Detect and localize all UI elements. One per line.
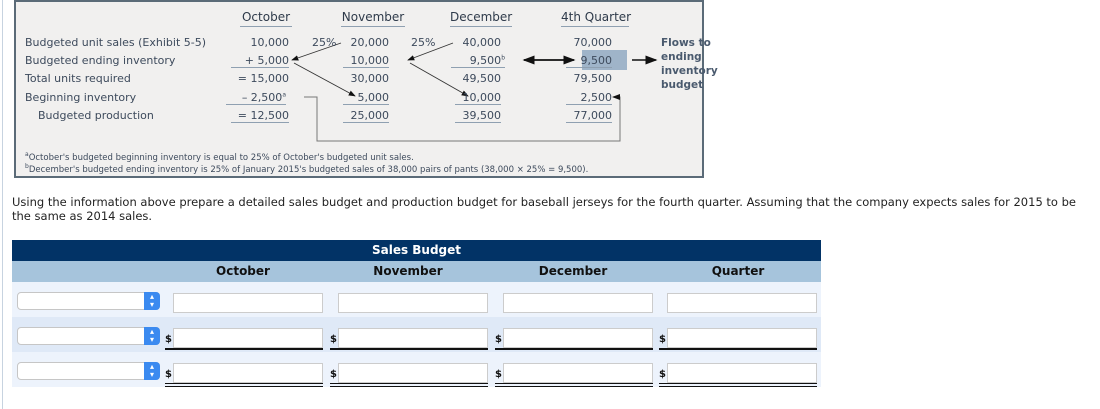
dec-production: 39,500	[455, 109, 501, 123]
sales-budget-title: Sales Budget	[12, 240, 821, 261]
select-updown-icon[interactable]: ▴ ▾	[144, 292, 160, 310]
row-label-select[interactable]: ▴ ▾	[17, 292, 160, 310]
november-input[interactable]	[338, 328, 488, 348]
quarter-input[interactable]	[667, 328, 817, 348]
november-input[interactable]	[338, 363, 488, 383]
dec-total: 49,500	[462, 72, 502, 85]
exhibit-arrows	[291, 42, 658, 142]
row-label-select[interactable]: ▴ ▾	[17, 362, 160, 380]
select-updown-icon[interactable]: ▴ ▾	[144, 327, 160, 345]
flows-line-1: Flows to	[661, 37, 711, 49]
double-underline	[165, 383, 323, 387]
page-left-border	[2, 0, 3, 409]
flows-line-3: inventory	[661, 65, 718, 77]
exhibit-label-production: Budgeted production	[38, 109, 154, 122]
november-input[interactable]	[338, 293, 488, 313]
qtr-production: 77,000	[566, 109, 612, 123]
table-row: ▴ ▾ $ $ $ $	[12, 317, 821, 352]
col-header-december: December	[538, 264, 608, 278]
exhibit-top-border	[14, 0, 704, 2]
sales-budget-column-headers: October November December Quarter	[12, 261, 821, 282]
quarter-input[interactable]	[667, 293, 817, 313]
row-label-select[interactable]: ▴ ▾	[17, 327, 160, 345]
double-underline	[659, 383, 817, 387]
flows-line-2: ending	[661, 51, 702, 63]
footnote-b: bDecember's budgeted ending inventory is…	[25, 163, 588, 175]
exhibit-label-ending: Budgeted ending inventory	[25, 54, 176, 67]
exhibit-col-quarter: 4th Quarter	[561, 10, 631, 27]
october-input[interactable]	[173, 328, 323, 348]
currency-symbol: $	[330, 334, 337, 345]
col-header-quarter: Quarter	[711, 264, 765, 278]
oct-total: = 15,000	[237, 72, 289, 85]
exhibit-label-beginning: Beginning inventory	[25, 91, 137, 104]
footnote-a-text: October's budgeted beginning inventory i…	[28, 152, 414, 163]
exhibit-col-november: November	[341, 10, 405, 27]
october-input[interactable]	[173, 363, 323, 383]
qtr-ending: 9,500	[566, 54, 612, 68]
question-instructions: Using the information above prepare a de…	[12, 195, 1076, 223]
dec-ending: 9,500b	[451, 54, 505, 68]
footnote-a: aOctober's budgeted beginning inventory …	[25, 151, 414, 163]
qtr-beginning: 2,500	[566, 91, 612, 105]
dec-beginning: 10,000	[455, 91, 501, 105]
select-updown-icon[interactable]: ▴ ▾	[144, 362, 160, 380]
production-budget-exhibit: October November December 4th Quarter Bu…	[14, 0, 718, 178]
oct-beginning-value: – 2,500	[241, 91, 283, 104]
quarter-input[interactable]	[667, 363, 817, 383]
exhibit-label-total: Total units required	[25, 72, 131, 85]
currency-symbol: $	[495, 369, 502, 380]
col-header-november: November	[373, 264, 443, 278]
exhibit-col-october: October	[240, 10, 292, 27]
oct-ending: + 5,000	[231, 54, 289, 68]
currency-symbol: $	[495, 334, 502, 345]
oct-beginning: – 2,500a	[226, 91, 286, 105]
quarter-ending-inventory-highlight	[582, 50, 627, 70]
nov-ending: 10,000	[343, 54, 389, 68]
currency-symbol: $	[659, 369, 666, 380]
footnote-a-sup: a	[25, 151, 29, 158]
december-input[interactable]	[503, 363, 653, 383]
currency-symbol: $	[659, 334, 666, 345]
dec-ending-value: 9,500	[469, 54, 502, 67]
october-input[interactable]	[173, 293, 323, 313]
col-header-october: October	[216, 264, 270, 278]
footnote-a-marker: a	[282, 91, 286, 99]
oct-production: = 12,500	[231, 109, 289, 123]
single-underline	[495, 348, 653, 350]
pct-label-dec: 25%	[411, 36, 436, 49]
flows-line-4: budget	[661, 79, 704, 91]
exhibit-label-sales: Budgeted unit sales (Exhibit 5-5)	[25, 36, 207, 49]
december-input[interactable]	[503, 328, 653, 348]
double-underline	[330, 383, 488, 387]
qtr-total: 79,500	[573, 72, 613, 85]
footnote-b-sup: b	[25, 163, 29, 170]
dec-sales: 40,000	[462, 36, 502, 49]
nov-sales: 20,000	[350, 36, 390, 49]
sales-budget-table: Sales Budget October November December Q…	[12, 240, 821, 387]
currency-symbol: $	[330, 369, 337, 380]
footnote-b-marker: b	[501, 54, 505, 62]
exhibit-col-december: December	[450, 10, 512, 27]
table-row: ▴ ▾	[12, 282, 821, 317]
oct-sales: 10,000	[250, 36, 290, 49]
nov-total: 30,000	[350, 72, 390, 85]
currency-symbol: $	[165, 334, 172, 345]
pct-label-nov: 25%	[312, 36, 337, 49]
december-input[interactable]	[503, 293, 653, 313]
double-underline	[495, 383, 653, 387]
nov-beginning: 5,000	[343, 91, 389, 105]
flows-to-ending-inventory-note: Flows to ending inventory budget	[661, 36, 718, 92]
single-underline	[330, 348, 488, 350]
currency-symbol: $	[165, 369, 172, 380]
footnote-b-text: December's budgeted ending inventory is …	[28, 164, 589, 175]
qtr-sales: 70,000	[573, 36, 613, 49]
single-underline	[659, 348, 817, 350]
table-row: ▴ ▾ $ $ $ $	[12, 352, 821, 387]
nov-production: 25,000	[343, 109, 389, 123]
single-underline	[165, 348, 323, 350]
